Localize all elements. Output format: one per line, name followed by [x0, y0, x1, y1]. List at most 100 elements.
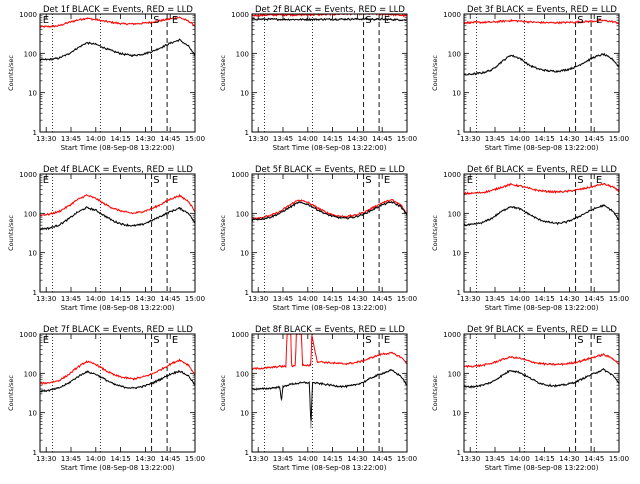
chart-panel-7: Det 7f BLACK = Events, RED = LLD Counts/s…: [7, 325, 205, 472]
chart-title: Det 4f BLACK = Events, RED = LLD: [43, 165, 193, 175]
y-axis-label: Counts/sec: [7, 215, 15, 251]
x-axis-label: Start Time (08-Sep-08 13:22:00): [61, 464, 175, 472]
y-tick-label: 1000: [443, 171, 461, 179]
y-tick-label: 1000: [443, 331, 461, 339]
x-tick-label: 14:00: [86, 295, 106, 303]
y-tick-label: 10: [28, 90, 37, 98]
chart-title: Det 5f BLACK = Events, RED = LLD: [255, 165, 405, 175]
y-tick-label: 10: [452, 90, 461, 98]
x-tick-label: 14:30: [559, 295, 579, 303]
y-tick-label: 100: [448, 50, 461, 58]
x-tick-label: 14:45: [372, 295, 392, 303]
plot-area: [464, 353, 619, 389]
x-tick-label: 14:15: [323, 135, 343, 143]
x-axis-label: Start Time (08-Sep-08 13:22:00): [61, 144, 175, 152]
event-marker-S: S: [153, 335, 159, 346]
chart-panel-4: Det 4f BLACK = Events, RED = LLD Counts/s…: [7, 165, 205, 312]
plot-area: [40, 16, 195, 62]
x-tick-label: 13:30: [460, 455, 480, 463]
plot-frame: [463, 13, 620, 133]
x-tick-label: 14:15: [111, 295, 131, 303]
x-tick-label: 13:30: [248, 295, 268, 303]
y-axis-label: Counts/sec: [431, 215, 439, 251]
x-tick-label: 14:45: [372, 455, 392, 463]
event-marker-E: E: [384, 175, 390, 186]
series-line-lld: [40, 193, 195, 217]
x-tick-label: 14:00: [510, 295, 530, 303]
y-tick-label: 100: [24, 370, 37, 378]
x-tick-label: 13:45: [273, 135, 293, 143]
x-tick-label: 14:15: [535, 135, 555, 143]
y-tick-label: 1: [33, 449, 37, 457]
x-tick-label: 13:30: [460, 295, 480, 303]
x-tick-label: 13:30: [36, 135, 56, 143]
x-tick-label: 13:30: [36, 455, 56, 463]
y-tick-label: 100: [24, 210, 37, 218]
event-marker-S: S: [365, 175, 371, 186]
y-tick-label: 100: [448, 370, 461, 378]
x-axis-label: Start Time (08-Sep-08 13:22:00): [273, 304, 387, 312]
plot-area: [40, 193, 195, 231]
x-tick-label: 14:15: [111, 455, 131, 463]
event-marker-E: E: [596, 175, 602, 186]
x-tick-label: 15:00: [185, 455, 205, 463]
event-marker-E: E: [596, 15, 602, 26]
plot-frame: [251, 13, 408, 133]
plot-frame: [39, 173, 196, 293]
x-tick-label: 13:30: [248, 455, 268, 463]
x-tick-label: 14:00: [86, 135, 106, 143]
x-tick-label: 14:45: [372, 135, 392, 143]
y-tick-label: 10: [240, 410, 249, 418]
event-marker-S: S: [365, 15, 371, 26]
chart-panel-8: Det 8f BLACK = Events, RED = LLD Counts/s…: [219, 325, 417, 472]
series-trend-lld: [40, 194, 195, 216]
x-tick-label: 13:45: [273, 455, 293, 463]
chart-panel-3: Det 3f BLACK = Events, RED = LLD Counts/s…: [431, 5, 629, 152]
y-tick-label: 1000: [443, 11, 461, 19]
series-trend-lld: [252, 199, 407, 219]
event-marker-E: E: [43, 15, 49, 26]
plot-area: [464, 18, 619, 76]
y-tick-label: 10: [240, 250, 249, 258]
x-tick-label: 14:30: [559, 455, 579, 463]
event-marker-E: E: [172, 175, 178, 186]
chart-title: Det 9f BLACK = Events, RED = LLD: [467, 325, 617, 335]
x-tick-label: 14:30: [347, 455, 367, 463]
event-marker-S: S: [577, 335, 583, 346]
x-tick-label: 13:45: [485, 455, 505, 463]
x-tick-label: 14:00: [510, 135, 530, 143]
y-tick-label: 1000: [19, 331, 37, 339]
x-tick-label: 14:00: [298, 135, 318, 143]
x-tick-label: 15:00: [609, 455, 629, 463]
y-axis-label: Counts/sec: [219, 215, 227, 251]
event-marker-E: E: [384, 335, 390, 346]
plot-frame: [39, 13, 196, 133]
plot-frame: [251, 333, 408, 453]
series-trend-events: [464, 204, 619, 226]
x-axis-label: Start Time (08-Sep-08 13:22:00): [485, 144, 599, 152]
x-tick-label: 13:45: [61, 135, 81, 143]
series-line-lld: [464, 353, 619, 369]
x-axis-label: Start Time (08-Sep-08 13:22:00): [485, 304, 599, 312]
x-tick-label: 14:30: [135, 455, 155, 463]
x-tick-label: 14:00: [510, 455, 530, 463]
series-line-events: [40, 38, 195, 62]
x-tick-label: 14:15: [535, 455, 555, 463]
y-tick-label: 1: [245, 289, 249, 297]
y-tick-label: 1: [457, 129, 461, 137]
y-tick-label: 1: [245, 129, 249, 137]
series-trend-events: [252, 18, 407, 21]
event-marker-S: S: [153, 15, 159, 26]
y-tick-label: 10: [240, 90, 249, 98]
x-axis-label: Start Time (08-Sep-08 13:22:00): [61, 304, 175, 312]
x-tick-label: 14:45: [584, 455, 604, 463]
series-trend-events: [252, 369, 407, 429]
chart-title: Det 7f BLACK = Events, RED = LLD: [43, 325, 193, 335]
x-tick-label: 15:00: [609, 135, 629, 143]
series-trend-lld: [464, 354, 619, 367]
x-tick-label: 14:00: [298, 455, 318, 463]
chart-title: Det 3f BLACK = Events, RED = LLD: [467, 5, 617, 15]
event-marker-S: S: [365, 335, 371, 346]
x-tick-label: 14:15: [111, 135, 131, 143]
